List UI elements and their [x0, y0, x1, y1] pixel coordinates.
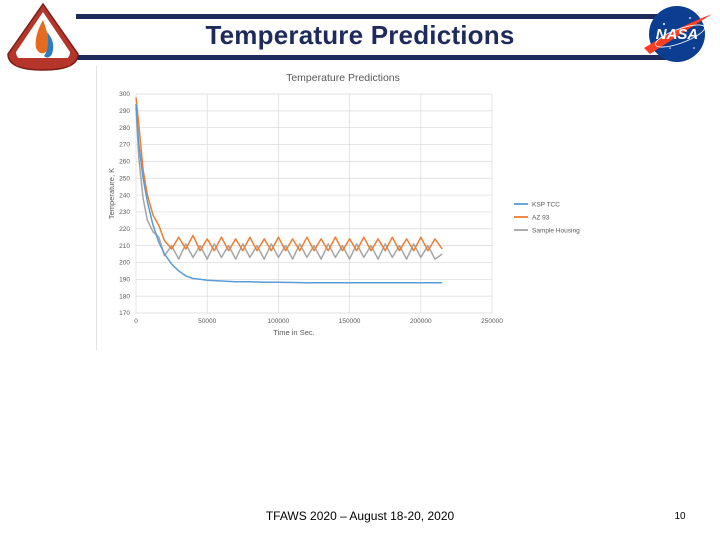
- nasa-meatball-icon: NASA: [644, 6, 712, 62]
- y-tick-label: 240: [119, 192, 130, 199]
- y-tick-label: 210: [119, 243, 130, 250]
- y-tick-label: 180: [119, 293, 130, 300]
- series-line-az-93: [135, 97, 443, 252]
- page-number: 10: [674, 511, 686, 522]
- series-line-sample-housing: [135, 107, 443, 260]
- x-axis-label: Time in Sec.: [273, 328, 314, 337]
- y-tick-label: 200: [119, 260, 130, 267]
- x-tick-label: 150000: [339, 318, 361, 325]
- tfaws-badge-icon: [7, 2, 79, 71]
- title-top-rule: [76, 14, 666, 19]
- legend-label: AZ 93: [532, 214, 550, 221]
- svg-text:NASA: NASA: [656, 26, 699, 43]
- x-tick-label: 100000: [268, 318, 290, 325]
- legend-label: Sample Housing: [532, 227, 580, 234]
- x-tick-label: 200000: [410, 318, 432, 325]
- y-tick-label: 270: [119, 142, 130, 149]
- y-tick-label: 220: [119, 226, 130, 233]
- chart-area: [96, 66, 590, 350]
- y-axis-label: Temperature, K: [107, 168, 116, 219]
- y-tick-label: 260: [119, 159, 130, 166]
- x-tick-label: 0: [134, 318, 138, 325]
- y-tick-label: 280: [119, 125, 130, 132]
- y-tick-label: 290: [119, 108, 130, 115]
- series-line-ksp-tcc: [135, 104, 443, 284]
- y-tick-label: 170: [119, 310, 130, 317]
- slide-footer: TFAWS 2020 – August 18-20, 2020: [265, 509, 455, 523]
- chart-title: Temperature Predictions: [286, 72, 400, 84]
- slide-title: Temperature Predictions: [205, 20, 515, 50]
- y-tick-label: 190: [119, 277, 130, 284]
- legend-label: KSP TCC: [532, 201, 560, 208]
- line-chart: 170 180 190 200 210 220 230 240 250 260 270 280 290 3…: [107, 91, 580, 337]
- y-tick-label: 250: [119, 175, 130, 182]
- y-tick-label: 230: [119, 209, 130, 216]
- x-tick-label: 250000: [481, 318, 503, 325]
- title-bottom-rule: [76, 55, 666, 60]
- y-tick-label: 300: [119, 91, 130, 98]
- x-tick-label: 50000: [198, 318, 216, 325]
